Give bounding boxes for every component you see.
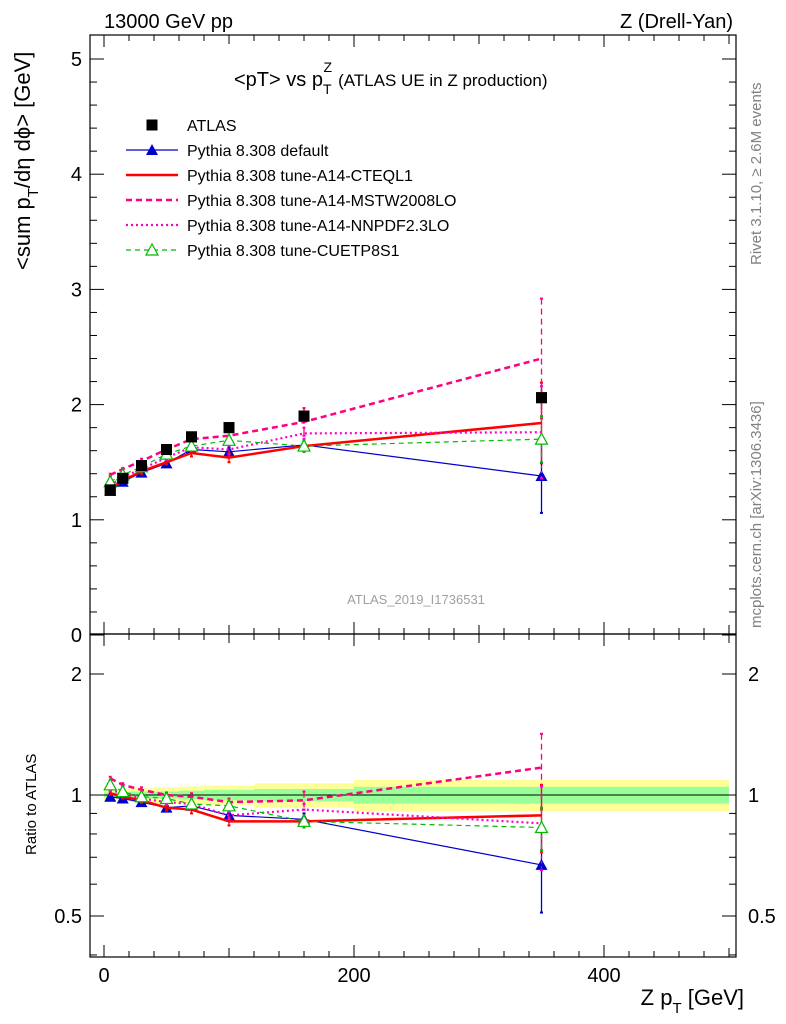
y-tick-label: 5 xyxy=(71,49,82,71)
data-point xyxy=(221,433,237,446)
main-title: <pT> vs pTZ (ATLAS UE in Z production) xyxy=(234,59,548,97)
atlas-point xyxy=(136,460,147,472)
title-main-text: <pT> vs p xyxy=(234,69,323,91)
ratio-data-point xyxy=(103,777,118,791)
x-tick-label: 400 xyxy=(587,965,620,987)
legend-marker xyxy=(144,242,160,256)
y-tick-label: 4 xyxy=(71,164,82,186)
ratio-data-point xyxy=(104,790,117,802)
legend-label: ATLAS xyxy=(187,118,237,135)
data-point xyxy=(535,470,548,482)
x-tick-label: 0 xyxy=(98,965,109,987)
data-point xyxy=(296,438,312,452)
x-tick-label: 200 xyxy=(337,965,370,987)
legend-label: Pythia 8.308 tune-A14-MSTW2008LO xyxy=(187,193,456,210)
legend-entry: ATLAS xyxy=(146,118,237,135)
ratio-y-tick-label-right: 1 xyxy=(748,785,759,807)
ratio-plot-area: 0 200 400 0.5 0.5 1 1 2 2 xyxy=(54,633,776,987)
ratio-ylabel: Ratio to ATLAS xyxy=(23,754,40,855)
data-point xyxy=(184,438,199,452)
ratio-data-point xyxy=(115,784,130,798)
ratio-series-line xyxy=(109,766,542,804)
ratio-series-line xyxy=(109,792,542,823)
atlas-point xyxy=(117,472,129,484)
ratio-y-tick-label: 0.5 xyxy=(54,906,82,928)
legend: ATLAS Pythia 8.308 default Pythia 8.308 tu… xyxy=(126,118,456,260)
ratio-y-tick-label-right: 2 xyxy=(748,664,759,686)
atlas-point xyxy=(223,422,235,434)
mcplots-label: mcplots.cern.ch [arXiv:1306.3436] xyxy=(748,401,765,628)
series-2 xyxy=(108,381,543,491)
legend-label: Pythia 8.308 default xyxy=(187,143,329,160)
title-rest: (ATLAS UE in Z production) xyxy=(338,71,547,90)
header-left-label: 13000 GeV pp xyxy=(104,11,233,33)
atlas-point xyxy=(186,431,197,443)
ratio-data-point xyxy=(296,814,312,827)
series-3 xyxy=(108,297,543,478)
y-tick-label: 0 xyxy=(71,625,82,647)
y-tick-label: 3 xyxy=(71,279,82,301)
ratio-data-point xyxy=(221,798,237,812)
atlas-point xyxy=(536,392,547,404)
ratio-series-4 xyxy=(103,777,549,851)
legend-entry: Pythia 8.308 tune-CUETP8S1 xyxy=(126,242,400,260)
title-sup: Z xyxy=(324,59,333,75)
ratio-y-tick-label: 2 xyxy=(71,664,82,686)
legend-entry: Pythia 8.308 tune-A14-MSTW2008LO xyxy=(126,193,456,210)
legend-marker xyxy=(146,119,158,131)
atlas-point xyxy=(104,484,116,496)
ratio-y-tick-label: 1 xyxy=(71,785,82,807)
series-line xyxy=(109,444,542,492)
header-right-label: Z (Drell-Yan) xyxy=(620,11,733,33)
main-plot-area: 0 1 2 3 4 5 xyxy=(71,34,737,647)
rivet-label: Rivet 3.1.10, ≥ 2.6M events xyxy=(748,83,765,266)
ratio-data-point xyxy=(134,789,149,803)
atlas-point xyxy=(298,410,310,422)
y-tick-label: 1 xyxy=(71,510,82,532)
atlas-point xyxy=(161,444,172,456)
legend-label: Pythia 8.308 tune-A14-NNPDF2.3LO xyxy=(187,218,449,235)
legend-entry: Pythia 8.308 tune-A14-NNPDF2.3LO xyxy=(126,218,449,235)
ratio-data-point xyxy=(535,858,548,870)
ratio-data-point xyxy=(184,796,199,810)
series-line xyxy=(109,357,542,477)
analysis-watermark: ATLAS_2019_I1736531 xyxy=(347,592,485,607)
ratio-data-point xyxy=(159,791,174,805)
series-line xyxy=(109,431,542,487)
ratio-y-tick-label-right: 0.5 xyxy=(748,906,776,928)
series-line xyxy=(109,438,542,483)
data-point xyxy=(534,431,549,445)
xlabel: Z pT [GeV] xyxy=(641,985,744,1017)
legend-entry: Pythia 8.308 tune-A14-CTEQL1 xyxy=(126,168,413,185)
legend-label: Pythia 8.308 tune-CUETP8S1 xyxy=(187,243,400,260)
y-tick-label: 2 xyxy=(71,395,82,417)
legend-label: Pythia 8.308 tune-A14-CTEQL1 xyxy=(187,168,413,185)
main-ylabel: <sum pT/dη dϕ> [GeV] xyxy=(10,52,42,270)
series-4 xyxy=(108,385,543,488)
title-sub: T xyxy=(323,81,332,97)
legend-entry: Pythia 8.308 default xyxy=(126,143,329,160)
ratio-data-point xyxy=(534,820,549,834)
legend-marker xyxy=(146,144,158,155)
